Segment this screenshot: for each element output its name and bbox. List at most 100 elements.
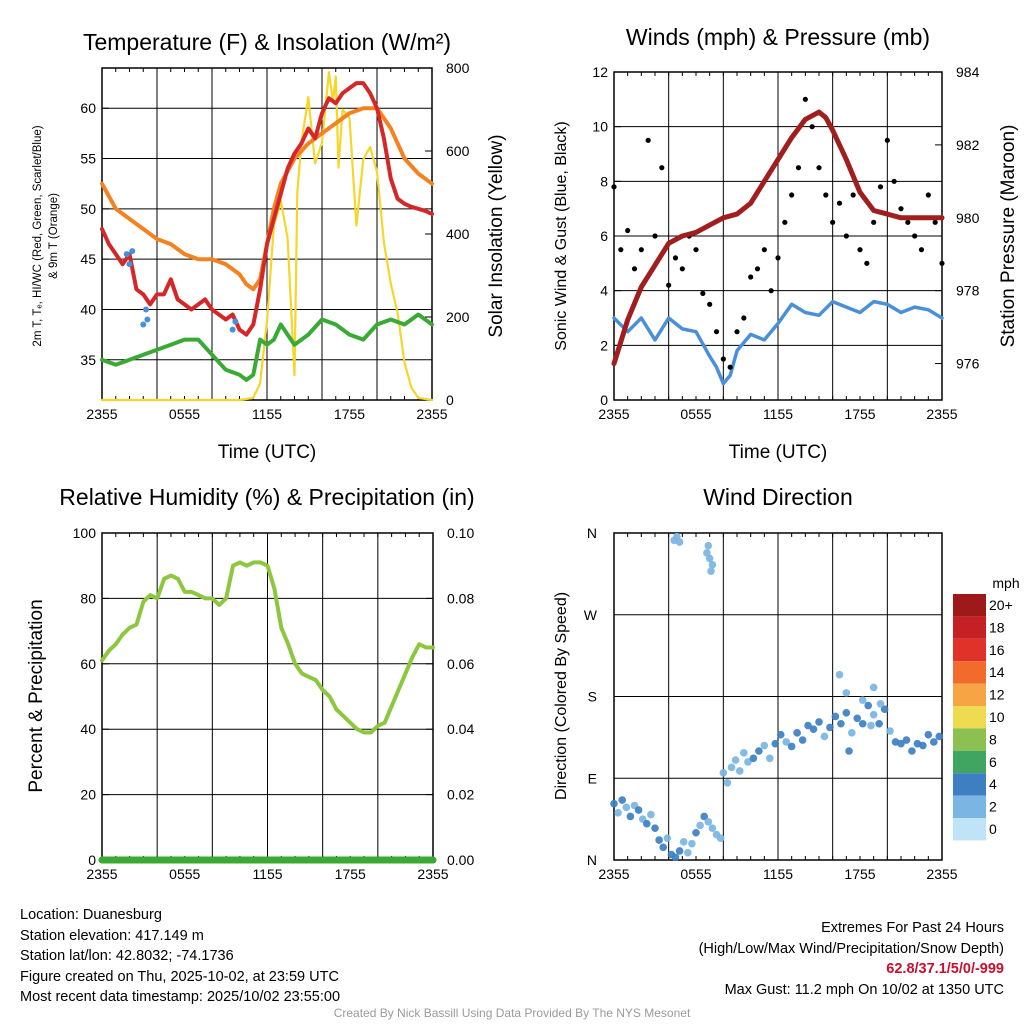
direction-point bbox=[835, 670, 844, 679]
direction-point bbox=[663, 834, 672, 842]
colorbar: 20+ 18 16 14 12 10 8 6 4 2 0 bbox=[953, 594, 1013, 841]
gust-point bbox=[864, 260, 870, 266]
gust-point bbox=[823, 192, 829, 198]
rh-ytick-label: 100 bbox=[73, 525, 97, 541]
direction-point bbox=[705, 554, 714, 563]
direction-point bbox=[659, 843, 667, 852]
temp-y2tick-label: 0 bbox=[446, 392, 454, 408]
direction-point bbox=[924, 730, 933, 739]
gust-point bbox=[625, 227, 631, 234]
direction-point bbox=[735, 767, 744, 775]
gust-point bbox=[727, 364, 733, 370]
direction-point bbox=[647, 810, 655, 819]
gust-point bbox=[631, 266, 638, 272]
hi-wc-point bbox=[144, 316, 151, 323]
rh-xtick-label: 1755 bbox=[335, 866, 366, 882]
temp-ytick-label: 60 bbox=[80, 100, 96, 116]
sonic-wind-line bbox=[612, 299, 944, 386]
direction-point bbox=[708, 560, 717, 569]
temp-y2tick-label: 800 bbox=[446, 60, 470, 76]
extremes-values: 62.8/37.1/5/0/-999 bbox=[886, 961, 1004, 977]
direction-point bbox=[671, 853, 680, 862]
direction-point bbox=[704, 818, 713, 826]
gust-point bbox=[734, 329, 740, 335]
station-info: Location: Duanesburg Station elevation: … bbox=[20, 905, 340, 1008]
temp-xtick-label: 0555 bbox=[169, 406, 200, 422]
colorbar-label: 4 bbox=[989, 776, 997, 792]
rh-ytick-label: 0 bbox=[88, 852, 96, 868]
gust-point bbox=[618, 247, 624, 253]
temp-ytick-label: 55 bbox=[80, 151, 96, 167]
winds-panel: Winds (mph) & Pressure (mb) Sonic Wind &… bbox=[553, 24, 1019, 463]
direction-point bbox=[610, 799, 618, 808]
direction-point bbox=[886, 727, 894, 735]
wind-ytick-label: 8 bbox=[600, 173, 608, 189]
gust-point bbox=[775, 255, 781, 261]
temp-ytick-label: 50 bbox=[80, 201, 96, 217]
direction-point bbox=[723, 778, 732, 787]
rh-y2tick-label: 0.02 bbox=[447, 787, 474, 803]
gust-point bbox=[809, 124, 815, 130]
temp-ytick-label: 40 bbox=[80, 301, 96, 317]
direction-point bbox=[708, 824, 717, 833]
wind-y2tick-label: 978 bbox=[956, 283, 980, 299]
direction-point bbox=[820, 732, 829, 741]
direction-point bbox=[740, 749, 748, 757]
direction-point bbox=[935, 732, 944, 741]
colorbar-swatch bbox=[953, 594, 986, 617]
colorbar-label: 2 bbox=[989, 799, 997, 815]
rh-ytick-label: 60 bbox=[80, 656, 96, 672]
credit-text: Created By Nick Bassill Using Data Provi… bbox=[333, 1006, 691, 1020]
gust-point bbox=[638, 247, 644, 253]
colorbar-label: 0 bbox=[989, 821, 997, 837]
rh-plot-area: 0 20 40 60 80 100 0.00 0.02 0.04 0.06 0.08 0.10 2355… bbox=[73, 525, 475, 882]
dir-ytick-label: E bbox=[588, 770, 597, 786]
gust-point bbox=[898, 206, 904, 212]
direction-point bbox=[853, 714, 862, 723]
direction-point bbox=[727, 763, 736, 772]
extremes-info: Extremes For Past 24 Hours (High/Low/Max… bbox=[699, 918, 1004, 1000]
gust-point bbox=[912, 233, 918, 239]
temp-y2tick-label: 600 bbox=[446, 143, 470, 159]
direction-point bbox=[696, 821, 704, 830]
temp-series-2m-t bbox=[100, 81, 434, 337]
temp-ytick-label: 45 bbox=[80, 251, 96, 267]
temp-y2tick-label: 400 bbox=[446, 226, 470, 242]
gust-point bbox=[795, 165, 802, 171]
colorbar-label: 14 bbox=[989, 664, 1005, 680]
gust-point bbox=[679, 266, 685, 272]
colorbar-swatch bbox=[953, 773, 986, 796]
dir-ylabel-left: Direction (Colored By Speed) bbox=[553, 592, 570, 800]
colorbar-swatch bbox=[953, 728, 986, 751]
direction-point bbox=[864, 701, 872, 710]
dir-chart-title: Wind Direction bbox=[703, 484, 853, 510]
rh-ytick-label: 20 bbox=[80, 787, 96, 803]
colorbar-swatch bbox=[953, 638, 986, 662]
direction-point bbox=[776, 730, 785, 739]
gust-point bbox=[672, 255, 679, 261]
colorbar-swatch bbox=[953, 616, 986, 639]
direction-point bbox=[842, 709, 851, 717]
rh-ytick-label: 40 bbox=[80, 721, 96, 737]
colorbar-swatch bbox=[953, 795, 986, 818]
direction-point bbox=[634, 806, 643, 814]
wind-chart-title: Winds (mph) & Pressure (mb) bbox=[626, 24, 930, 50]
rh-xtick-label: 2355 bbox=[86, 866, 117, 882]
rh-chart-title: Relative Humidity (%) & Precipitation (i… bbox=[59, 484, 474, 510]
direction-point bbox=[858, 719, 867, 728]
extremes-subtitle: (High/Low/Max Wind/Precipitation/Snow De… bbox=[698, 940, 1004, 957]
dir-ytick-label: S bbox=[588, 689, 597, 705]
colorbar-swatch bbox=[953, 750, 986, 774]
extremes-title: Extremes For Past 24 Hours bbox=[821, 920, 1004, 936]
colorbar-swatch bbox=[953, 818, 986, 841]
colorbar-label: 20+ bbox=[989, 597, 1013, 613]
rh-ylabel-left: Percent & Precipitation bbox=[26, 599, 47, 792]
gust-point bbox=[918, 247, 925, 253]
wind-ytick-label: 4 bbox=[600, 283, 608, 299]
direction-point bbox=[719, 769, 728, 777]
dir-xtick-label: 1155 bbox=[763, 866, 793, 882]
gust-point bbox=[652, 233, 658, 239]
dir-xtick-label: 2355 bbox=[598, 866, 629, 882]
